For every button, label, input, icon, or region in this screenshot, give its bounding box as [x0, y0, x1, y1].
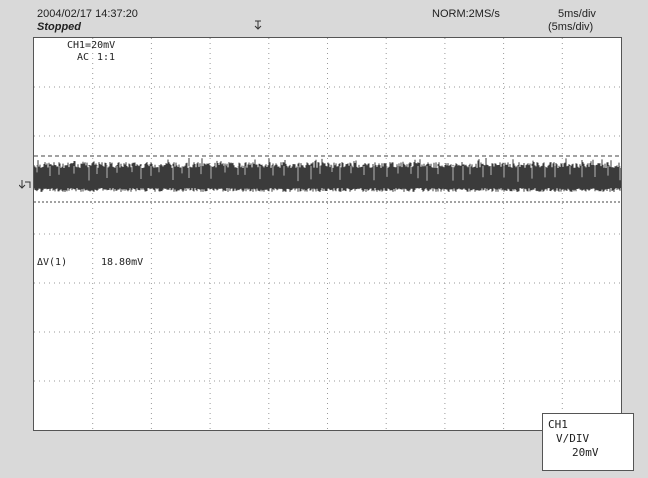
delta-v-value: 18.80mV — [101, 257, 144, 268]
vdiv-value: 20mV — [572, 446, 599, 459]
trigger-position-icon — [254, 20, 262, 33]
vdiv-label: V/DIV — [556, 432, 590, 445]
graticule — [34, 38, 621, 430]
waveform-display: CH1=20mV AC 1:1 ΔV(1) 18.80mV — [33, 37, 622, 431]
vdiv-panel: CH1 V/DIV 20mV — [542, 413, 634, 471]
channel-scale-label: CH1=20mV — [67, 40, 116, 51]
trigger-level-icon — [18, 179, 31, 192]
acquisition-status: Stopped — [37, 21, 81, 33]
coupling-label: AC — [77, 52, 90, 63]
signal-trace — [34, 158, 621, 192]
sample-rate-readout: NORM:2MS/s — [432, 8, 500, 20]
datetime-readout: 2004/02/17 14:37:20 — [37, 8, 138, 20]
vdiv-channel: CH1 — [548, 418, 568, 431]
timebase-sub-readout: (5ms/div) — [548, 21, 594, 33]
timebase-readout: 5ms/div — [558, 8, 596, 20]
signal-spikes — [36, 166, 621, 182]
delta-v-label: ΔV(1) — [37, 257, 68, 268]
probe-ratio-label: 1:1 — [97, 52, 116, 63]
